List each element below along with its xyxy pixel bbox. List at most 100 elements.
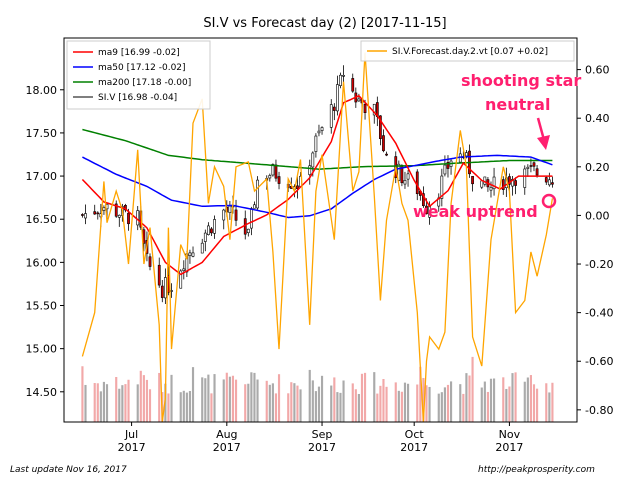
left-axis-tick-label: 16.00 — [26, 256, 58, 269]
candle-body — [222, 209, 226, 221]
candle-body — [179, 270, 183, 289]
volume-bar — [118, 388, 121, 422]
volume-bar — [480, 387, 483, 422]
candle-body — [311, 152, 315, 168]
volume-bar — [419, 366, 422, 422]
candle-body — [379, 115, 382, 139]
candle-body — [243, 218, 247, 235]
volume-bar — [443, 387, 446, 422]
ma50-line — [82, 154, 553, 219]
candle-body — [329, 104, 333, 128]
candle-body — [465, 152, 468, 157]
volume-bar — [489, 378, 493, 422]
candle-body — [422, 193, 425, 207]
candle-body — [406, 173, 410, 180]
volume-bar — [191, 367, 195, 422]
volume-bar — [185, 392, 188, 422]
candle-body — [314, 135, 318, 152]
candle-body — [213, 219, 216, 234]
x-axis-tick-year: 2017 — [118, 441, 146, 454]
candle-body — [357, 98, 361, 102]
candle-body — [471, 176, 474, 185]
candle-body — [170, 290, 173, 292]
right-axis-tick-label: 0.00 — [585, 209, 610, 222]
candle-body — [363, 104, 367, 113]
right-axis-tick-label: -0.60 — [585, 355, 613, 368]
annotation-arrow-shaft — [536, 117, 546, 141]
x-axis-tick-year: 2017 — [495, 441, 523, 454]
x-axis-tick-year: 2017 — [400, 441, 428, 454]
candle-body — [207, 225, 210, 235]
candle-body — [332, 106, 336, 111]
left-axis-tick-label: 17.00 — [26, 170, 58, 183]
volume-bar — [311, 380, 314, 422]
candle-body — [127, 212, 130, 225]
candle-body — [160, 285, 164, 298]
legend-right: SI.V.Forecast.day.2.vt [0.07 +0.02] — [360, 40, 575, 62]
volume-bar — [440, 392, 443, 422]
volume-bar — [376, 393, 379, 422]
x-axis-tick-year: 2017 — [308, 441, 336, 454]
candle-body — [532, 162, 536, 167]
candle-body — [492, 176, 496, 190]
volume-bar — [277, 374, 281, 422]
right-axis-tick-label: 0.60 — [585, 64, 610, 77]
volume-bar — [354, 389, 357, 422]
chart-title: SI.V vs Forecast day (2) [2017-11-15] — [203, 16, 446, 31]
candle-body — [547, 179, 551, 186]
volume-bar — [406, 383, 410, 422]
volume-bar — [428, 386, 431, 422]
volume-bar — [170, 374, 173, 422]
volume-bar — [102, 381, 106, 422]
volume-bar — [253, 372, 256, 422]
volume-bar — [314, 391, 317, 422]
volume-bar — [351, 383, 354, 422]
legend-right-box — [360, 40, 575, 62]
x-axis-tick-label: Aug — [216, 428, 237, 441]
volume-bar — [142, 375, 145, 422]
volume-bar — [465, 373, 468, 422]
right-axis-tick-label: 0.40 — [585, 112, 610, 125]
left-axis-tick-label: 17.50 — [26, 127, 58, 140]
candle-body — [268, 175, 272, 179]
volume-bar — [268, 384, 271, 422]
right-axis-tick-label: -0.20 — [585, 258, 613, 271]
candle-body — [253, 204, 256, 209]
volume-bar — [400, 391, 403, 422]
candle-body — [277, 176, 281, 184]
volume-bar — [382, 379, 385, 422]
ma200-line — [82, 128, 553, 170]
candle-body — [382, 135, 385, 152]
volume-bar — [207, 374, 210, 422]
right-axis-tick-label: 0.20 — [585, 161, 610, 174]
volume-bar — [225, 372, 228, 422]
volume-bar — [529, 375, 532, 422]
volume-bar — [182, 390, 185, 422]
volume-bar — [330, 385, 333, 422]
candle-body — [203, 232, 207, 242]
volume-bar — [373, 372, 376, 422]
candle-body — [102, 207, 106, 211]
candle-body — [483, 176, 487, 185]
x-axis-tick-label: Oct — [405, 428, 425, 441]
candle-body — [415, 171, 419, 195]
volume-bar — [360, 373, 364, 422]
candle-body — [544, 177, 548, 183]
volume-bar — [333, 377, 336, 422]
volume-bar — [222, 379, 225, 422]
forecast-line — [81, 52, 554, 423]
candle-body — [320, 127, 324, 131]
candle-body — [339, 74, 342, 86]
volume-bar — [446, 384, 450, 422]
volume-bar — [342, 380, 345, 422]
plot-frame — [63, 37, 578, 423]
volume-bar — [514, 372, 517, 422]
volume-bar — [320, 375, 324, 422]
candle-body — [148, 256, 152, 267]
candle-body — [526, 166, 530, 169]
volume-bar — [551, 382, 554, 422]
candle-body — [523, 168, 527, 188]
candle-body — [342, 75, 345, 77]
candle-body — [274, 164, 278, 179]
